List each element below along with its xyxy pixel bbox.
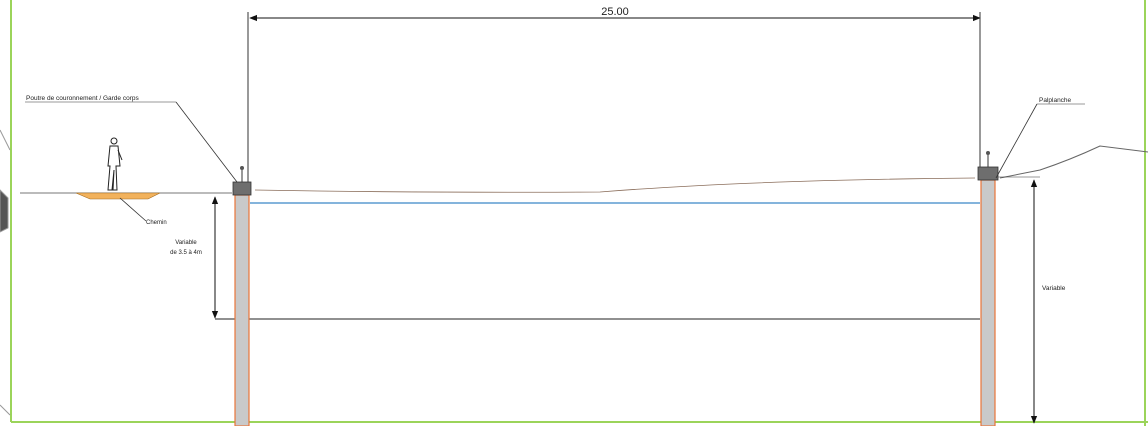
chemin-leader bbox=[119, 197, 147, 222]
person-figure bbox=[107, 137, 123, 191]
chemin-path bbox=[75, 192, 161, 200]
poutre-leader bbox=[175, 101, 238, 183]
edge-decoration bbox=[0, 129, 11, 416]
palplanche-label: Palplanche bbox=[1039, 97, 1072, 104]
poutre-label: Poutre de couronnement / Garde corps bbox=[26, 95, 139, 102]
sheet-pile-right bbox=[980, 179, 996, 426]
sheet-pile-left bbox=[234, 194, 250, 426]
palplanche-leader bbox=[995, 103, 1038, 179]
variable-left-line1: Variable bbox=[175, 240, 197, 246]
chemin-label: Chemin bbox=[146, 220, 167, 226]
dimension-label: 25.00 bbox=[601, 6, 629, 18]
railing-post-right bbox=[986, 151, 990, 167]
ground-profile-top bbox=[254, 177, 976, 193]
variable-left-line2: de 3.5 à 4m bbox=[170, 250, 202, 256]
ground-right bbox=[999, 145, 1148, 179]
railing-post-left bbox=[240, 166, 244, 182]
cap-beam-left bbox=[232, 181, 252, 196]
variable-right-label: Variable bbox=[1042, 285, 1066, 292]
cap-beam-right bbox=[977, 166, 999, 181]
